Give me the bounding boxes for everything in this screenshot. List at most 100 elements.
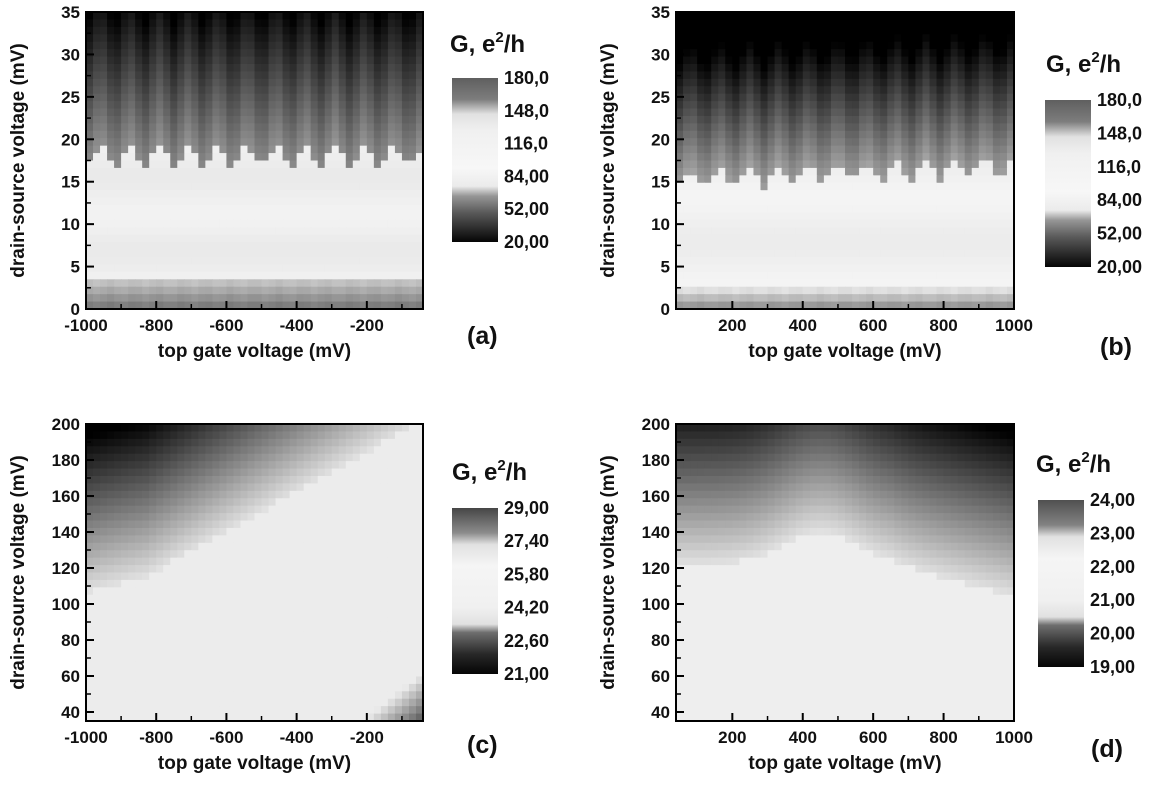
- heatmap-cell: [866, 234, 874, 243]
- heatmap-cell: [261, 257, 270, 266]
- heatmap-cell: [149, 227, 157, 236]
- heatmap-cell: [837, 130, 846, 139]
- heatmap-cell: [268, 431, 277, 440]
- heatmap-cell: [289, 550, 298, 559]
- heatmap-cell: [289, 101, 298, 110]
- heatmap-cell: [387, 483, 396, 492]
- heatmap-cell: [908, 41, 917, 50]
- heatmap-cell: [226, 145, 235, 154]
- heatmap-cell: [992, 234, 1001, 243]
- heatmap-cell: [100, 294, 108, 303]
- heatmap-cell: [774, 130, 783, 139]
- heatmap-cell: [289, 205, 298, 214]
- heatmap-cell: [683, 153, 691, 162]
- heatmap-cell: [156, 19, 164, 28]
- heatmap-cell: [943, 63, 952, 73]
- heatmap-cell: [816, 71, 825, 80]
- heatmap-cell: [359, 550, 368, 559]
- heatmap-cell: [1006, 160, 1015, 169]
- heatmap-cell: [268, 438, 277, 447]
- heatmap-cell: [929, 93, 938, 102]
- heatmap-cell: [156, 71, 164, 80]
- heatmap-cell: [205, 12, 213, 21]
- heatmap-cell: [788, 78, 797, 87]
- heatmap-cell: [317, 56, 326, 65]
- heatmap-cell: [957, 182, 966, 191]
- heatmap-cell: [240, 513, 249, 522]
- heatmap-cell: [760, 257, 769, 266]
- heatmap-cell: [880, 41, 888, 50]
- heatmap-cell: [950, 264, 959, 273]
- heatmap-cell: [795, 234, 804, 243]
- heatmap-cell: [999, 63, 1008, 73]
- heatmap-cell: [845, 101, 853, 110]
- heatmap-cell: [338, 56, 347, 65]
- heatmap-cell: [866, 190, 874, 199]
- heatmap-cell: [331, 294, 340, 303]
- heatmap-cell: [732, 301, 740, 310]
- heatmap-cell: [683, 145, 691, 154]
- heatmap-cell: [767, 257, 776, 266]
- heatmap-cell: [198, 424, 206, 433]
- heatmap-cell: [788, 115, 797, 124]
- heatmap-cell: [394, 130, 403, 139]
- heatmap-cell: [184, 71, 192, 80]
- heatmap-cell: [212, 160, 220, 169]
- heatmap-cell: [380, 63, 389, 73]
- heatmap-cell: [774, 123, 783, 132]
- heatmap-cell: [142, 279, 150, 288]
- heatmap-cell: [156, 26, 164, 35]
- heatmap-cell: [338, 93, 347, 102]
- heatmap-cell: [86, 249, 94, 258]
- heatmap-cell: [767, 56, 776, 65]
- heatmap-cell: [929, 257, 938, 266]
- heatmap-cell: [135, 145, 143, 154]
- heatmap-cell: [135, 242, 143, 251]
- heatmap-cell: [373, 34, 382, 43]
- heatmap-cell: [739, 264, 748, 273]
- heatmap-cell: [296, 505, 305, 514]
- heatmap-cell: [380, 557, 389, 566]
- heatmap-cell: [233, 160, 242, 169]
- heatmap-cell: [415, 475, 424, 485]
- heatmap-cell: [324, 34, 333, 43]
- heatmap-cell: [971, 34, 980, 43]
- heatmap-cell: [338, 123, 347, 132]
- heatmap-cell: [219, 93, 228, 102]
- heatmap-cell: [107, 505, 115, 514]
- heatmap-cell: [415, 483, 424, 492]
- heatmap-cell: [697, 145, 705, 154]
- heatmap-cell: [901, 19, 909, 28]
- heatmap-cell: [971, 56, 980, 65]
- heatmap-cell: [191, 108, 199, 117]
- heatmap-cell: [107, 520, 115, 529]
- heatmap-cell: [718, 145, 726, 154]
- heatmap-cell: [683, 227, 691, 236]
- heatmap-cell: [254, 557, 263, 566]
- y-tick-label: 35: [61, 3, 80, 22]
- heatmap-cell: [289, 160, 298, 169]
- heatmap-cell: [718, 249, 726, 258]
- heatmap-cell: [915, 219, 924, 228]
- heatmap-cell: [184, 63, 192, 73]
- heatmap-cell: [121, 101, 129, 110]
- heatmap-cell: [936, 56, 945, 65]
- heatmap-cell: [310, 438, 319, 447]
- heatmap-cell: [317, 86, 326, 95]
- heatmap-cell: [240, 93, 249, 102]
- heatmap-cell: [352, 286, 361, 295]
- heatmap-cell: [247, 219, 256, 228]
- heatmap-cell: [971, 108, 980, 117]
- heatmap-cell: [992, 257, 1001, 266]
- heatmap-cell: [324, 294, 333, 303]
- heatmap-cell: [845, 182, 853, 191]
- heatmap-cell: [845, 41, 853, 50]
- heatmap-cell: [324, 197, 333, 206]
- heatmap-cell: [93, 123, 101, 132]
- heatmap-cell: [345, 475, 354, 485]
- heatmap-cell: [240, 498, 249, 507]
- heatmap-cell: [697, 160, 705, 169]
- heatmap-cell: [191, 205, 199, 214]
- x-axis-label: top gate voltage (mV): [748, 341, 941, 362]
- heatmap-cell: [205, 242, 213, 251]
